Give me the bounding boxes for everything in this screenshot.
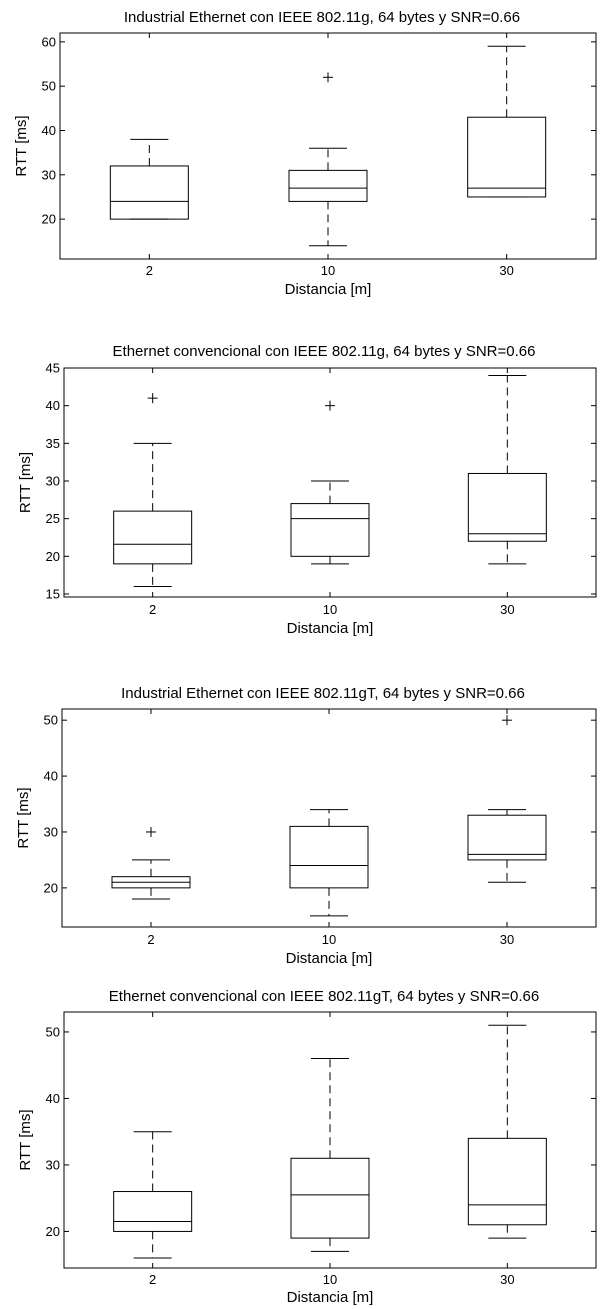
y-tick-label: 45 (46, 361, 60, 376)
iqr-box (288, 169, 368, 202)
x-axis-label: Distancia [m] (286, 950, 373, 967)
x-tick-label: 2 (147, 932, 154, 947)
x-tick-label: 30 (500, 932, 514, 947)
y-tick-label: 40 (46, 398, 60, 413)
chart-panel-4: Ethernet convencional con IEEE 802.11gT,… (17, 988, 597, 1306)
y-tick-label: 40 (46, 1091, 60, 1106)
box-2 (113, 393, 193, 587)
x-tick-label: 2 (149, 602, 156, 617)
box-30 (467, 715, 547, 883)
x-tick-label: 10 (323, 602, 337, 617)
x-axis-label: Distancia [m] (285, 281, 372, 298)
x-tick-label: 10 (322, 932, 336, 947)
x-tick-label: 30 (499, 263, 513, 278)
y-tick-label: 30 (42, 167, 56, 182)
chart-panel-2: Ethernet convencional con IEEE 802.11g, … (17, 343, 597, 637)
box-2 (111, 826, 191, 900)
box-10 (288, 72, 368, 247)
iqr-box (467, 1137, 547, 1226)
y-tick-label: 35 (46, 436, 60, 451)
y-tick-label: 50 (46, 1024, 60, 1039)
iqr-box (467, 814, 547, 861)
chart-panel-3: Industrial Ethernet con IEEE 802.11gT, 6… (15, 685, 597, 967)
box-30 (467, 45, 547, 198)
y-tick-label: 40 (42, 123, 56, 138)
y-axis-label: RTT [ms] (17, 452, 34, 513)
y-tick-label: 30 (46, 473, 60, 488)
chart-title: Ethernet convencional con IEEE 802.11g, … (113, 343, 536, 360)
iqr-box (113, 1191, 193, 1232)
box-10 (290, 400, 370, 565)
y-tick-label: 30 (44, 824, 58, 839)
y-tick-label: 40 (44, 769, 58, 784)
x-axis-label: Distancia [m] (287, 620, 374, 637)
box-10 (290, 1058, 370, 1252)
x-tick-label: 30 (500, 602, 514, 617)
y-axis-label: RTT [ms] (17, 1109, 34, 1170)
iqr-box (113, 510, 193, 565)
iqr-box (467, 472, 547, 542)
plot-frame (59, 32, 597, 260)
y-tick-label: 50 (42, 79, 56, 94)
x-tick-label: 10 (323, 1272, 337, 1287)
x-tick-label: 2 (146, 263, 153, 278)
x-axis-label: Distancia [m] (287, 1289, 374, 1306)
y-tick-label: 20 (44, 880, 58, 895)
chart-title: Industrial Ethernet con IEEE 802.11g, 64… (124, 9, 520, 26)
y-tick-label: 15 (46, 586, 60, 601)
chart-title: Ethernet convencional con IEEE 802.11gT,… (109, 988, 539, 1005)
y-tick-label: 50 (44, 713, 58, 728)
box-10 (289, 809, 369, 917)
x-tick-label: 30 (500, 1272, 514, 1287)
iqr-box (290, 503, 370, 557)
y-tick-label: 60 (42, 34, 56, 49)
outlier-marker (323, 72, 333, 83)
outlier-marker (325, 400, 335, 411)
chart-panel-1: Industrial Ethernet con IEEE 802.11g, 64… (13, 9, 597, 298)
y-tick-label: 20 (46, 549, 60, 564)
outlier-marker (502, 715, 512, 726)
y-axis-label: RTT [ms] (15, 787, 32, 848)
y-tick-label: 30 (46, 1157, 60, 1172)
iqr-box (290, 1157, 370, 1239)
outlier-marker (146, 826, 156, 837)
x-tick-label: 2 (149, 1272, 156, 1287)
boxplot-panels: Industrial Ethernet con IEEE 802.11g, 64… (13, 9, 597, 1306)
box-2 (113, 1131, 193, 1259)
x-tick-label: 10 (321, 263, 335, 278)
y-tick-label: 20 (46, 1224, 60, 1239)
iqr-box (289, 825, 369, 889)
box-30 (467, 1024, 547, 1239)
box-30 (467, 375, 547, 565)
iqr-box (109, 165, 189, 220)
y-axis-label: RTT [ms] (13, 115, 30, 176)
chart-title: Industrial Ethernet con IEEE 802.11gT, 6… (121, 685, 525, 702)
y-tick-label: 20 (42, 212, 56, 227)
y-tick-label: 25 (46, 511, 60, 526)
iqr-box (467, 116, 547, 198)
outlier-marker (147, 393, 158, 404)
box-2 (109, 138, 189, 220)
